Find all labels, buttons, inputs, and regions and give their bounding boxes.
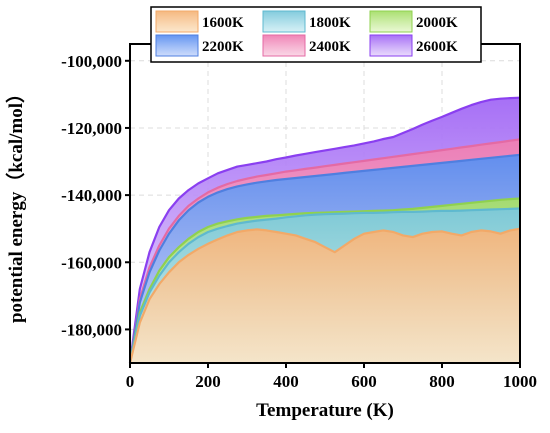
series-lines <box>128 96 521 364</box>
legend: 1600K 1800K 2000K 2200K 2400K 2600K <box>150 6 482 63</box>
legend-label-1800K: 1800K <box>309 15 351 31</box>
legend-label-1600K: 1600K <box>202 15 244 31</box>
legend-label-2200K: 2200K <box>202 39 244 55</box>
line-2400K <box>128 138 521 364</box>
line-1600K <box>128 227 521 364</box>
x-tick-label: 1000 <box>503 372 537 391</box>
y-axis-title: potential energy（kcal/mol） <box>4 84 27 323</box>
area-1600K <box>130 228 520 363</box>
x-tick-label: 400 <box>273 372 299 391</box>
x-tick-label: 200 <box>195 372 221 391</box>
legend-swatch-1800K <box>262 10 306 33</box>
legend-label-2600K: 2600K <box>416 39 458 55</box>
y-tick-label: -180,000 <box>61 320 122 339</box>
y-tick-label: -100,000 <box>61 52 122 71</box>
legend-label-2000K: 2000K <box>416 15 458 31</box>
line-1800K <box>128 207 521 364</box>
area-fills <box>130 97 520 363</box>
x-axis-title: Temperature (K) <box>256 400 394 421</box>
axis-ticks: 0 200 400 600 800 1000 -100,000 -120,000 -140,00… <box>61 52 537 391</box>
line-2000K <box>128 197 521 364</box>
legend-swatch-1600K <box>155 10 199 33</box>
legend-swatch-2400K <box>262 34 306 57</box>
line-2600K <box>128 96 521 364</box>
y-tick-label: -160,000 <box>61 253 122 272</box>
legend-swatch-2200K <box>155 34 199 57</box>
y-tick-label: -120,000 <box>61 119 122 138</box>
x-tick-label: 800 <box>429 372 455 391</box>
x-tick-label: 600 <box>351 372 377 391</box>
legend-swatch-2000K <box>369 10 413 33</box>
legend-swatch-2600K <box>369 34 413 57</box>
x-tick-label: 0 <box>126 372 135 391</box>
y-tick-label: -140,000 <box>61 186 122 205</box>
legend-box <box>150 6 482 63</box>
line-2200K <box>128 153 521 364</box>
legend-label-2400K: 2400K <box>309 39 351 55</box>
